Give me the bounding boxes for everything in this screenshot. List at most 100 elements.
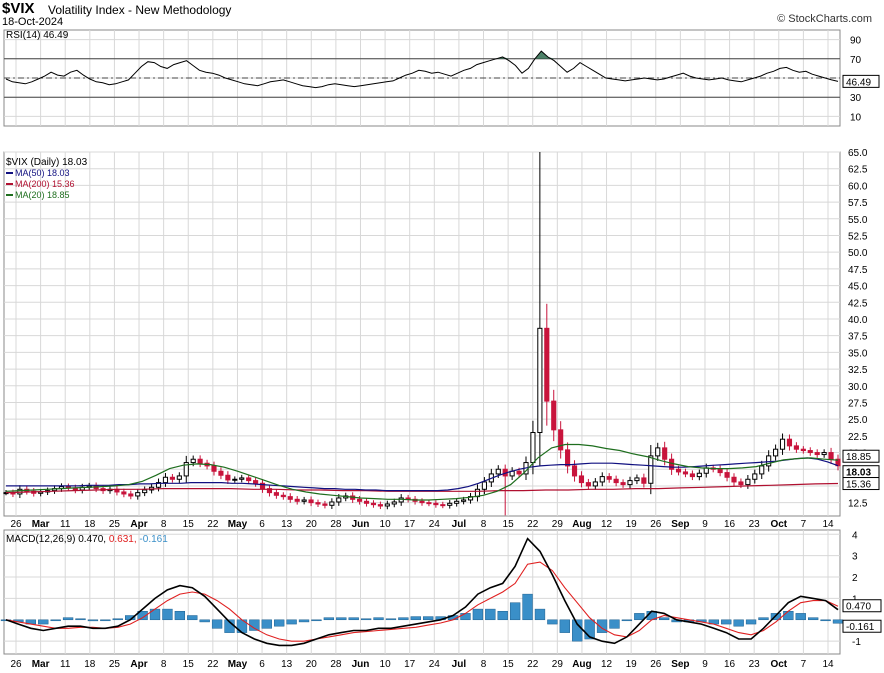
price-title: $VIX (Daily) 18.03 [6, 157, 88, 168]
candle-body [613, 478, 619, 484]
macd-histogram-bar [149, 608, 161, 621]
x-tick-label-main: 18 [84, 519, 96, 530]
x-tick-label-macd: Sep [671, 659, 689, 670]
candle-body [821, 452, 827, 456]
candle-body [627, 480, 633, 486]
price-y-tick-label: 22.5 [848, 432, 868, 443]
chart-header: $VIX Volatility Index - New Methodology … [0, 0, 884, 30]
macd-histogram-bar [547, 619, 558, 625]
macd-y-tick-label: 2 [852, 573, 858, 584]
x-tick-label-main: 15 [183, 519, 195, 530]
candle-body [454, 500, 460, 504]
macd-histogram-bar [187, 615, 198, 621]
candle-body [218, 470, 224, 476]
macd-histogram-bar [522, 593, 533, 621]
price-y-tick-label: 37.5 [848, 332, 868, 343]
x-tick-label-macd: 26 [10, 659, 22, 670]
candle-body [246, 477, 252, 482]
x-tick-label-macd: May [228, 659, 248, 670]
candle-body [481, 481, 487, 490]
candle-body [183, 462, 189, 477]
x-tick-label-macd: 12 [601, 659, 613, 670]
macd-histogram-bar [733, 619, 744, 627]
macd-histogram-bar [373, 617, 384, 621]
x-tick-label-macd: 26 [650, 659, 662, 670]
price-y-tick-label: 62.5 [848, 165, 868, 176]
macd-histogram-bar [211, 619, 223, 629]
candle-body [155, 482, 162, 488]
panel-frame-main [3, 151, 841, 517]
x-tick-label-main: 24 [429, 519, 441, 530]
candle-body [322, 503, 328, 506]
candle-body [294, 498, 300, 502]
x-tick-label-main: 20 [306, 519, 318, 530]
macd-histogram-bar [795, 613, 806, 621]
x-tick-label-main: 17 [404, 519, 416, 530]
x-tick-label-macd: Jun [352, 659, 370, 670]
x-tick-label-macd: 24 [429, 659, 441, 670]
candle-body [253, 480, 259, 484]
candle-body [724, 472, 730, 478]
macd-histogram-bar [609, 619, 620, 629]
rsi-last-value-box [842, 74, 880, 88]
macd-histogram-bar [534, 608, 546, 621]
x-tick-label-main: 14 [822, 519, 834, 530]
x-tick-label-macd: 14 [822, 659, 834, 670]
x-tick-label-main: 13 [281, 519, 293, 530]
brand-label: © StockCharts.com [777, 13, 872, 25]
macd-value-label: -0.161 [846, 622, 875, 633]
macd-histogram-bar [783, 610, 794, 621]
candle-body [571, 465, 578, 477]
x-tick-label-macd: 22 [527, 659, 539, 670]
x-tick-label-macd: Jul [452, 659, 467, 670]
candle-body [779, 438, 786, 450]
candle-body [655, 447, 661, 457]
x-tick-label-main: Jul [452, 519, 467, 530]
macd-histogram-bar [199, 619, 210, 623]
price-y-tick-label: 60.0 [848, 181, 868, 192]
candle-body [662, 447, 668, 460]
macd-line [5, 537, 839, 647]
x-tick-label-main: 19 [626, 519, 638, 530]
x-tick-label-main: 16 [724, 519, 736, 530]
x-tick-label-main: Oct [770, 519, 787, 530]
price-y-tick-label: 27.5 [848, 398, 868, 409]
candle-body [530, 432, 536, 464]
macd-histogram-bar [485, 608, 496, 621]
x-tick-label-macd: 19 [626, 659, 638, 670]
macd-histogram-bar [298, 619, 310, 623]
x-tick-label-main: 25 [109, 519, 121, 530]
macd-histogram-bar [584, 619, 595, 640]
macd-histogram-bar [100, 619, 111, 622]
x-tick-label-macd: Aug [572, 659, 591, 670]
x-tick-label-main: 6 [259, 519, 265, 530]
x-tick-label-main: 12 [601, 519, 613, 530]
x-tick-label-main: 8 [481, 519, 487, 530]
candle-body [592, 481, 598, 487]
candle-body [759, 465, 765, 475]
ma200-line [5, 482, 839, 494]
candle-body [793, 445, 799, 450]
x-tick-label-macd: Mar [32, 659, 50, 670]
x-tick-label-macd: 9 [702, 659, 708, 670]
candle-body [537, 327, 543, 434]
macd-value-box [842, 599, 882, 613]
instrument-name: Volatility Index - New Methodology [48, 3, 232, 17]
macd-histogram-bar [360, 618, 372, 621]
price-y-tick-label: 40.0 [848, 315, 868, 326]
macd-histogram-bar [348, 617, 359, 621]
x-tick-label-main: 29 [552, 519, 564, 530]
macd-histogram-bar [596, 619, 608, 633]
macd-value-label: 0.470 [846, 602, 871, 613]
price-y-tick-label: 30.0 [848, 382, 868, 393]
macd-title: MACD(12,26,9) 0.470, 0.631, -0.161 [6, 534, 168, 545]
price-y-tick-label: 65.0 [848, 148, 868, 159]
candle-body [142, 489, 148, 494]
macd-histogram-bar [62, 617, 74, 621]
candle-body [620, 482, 626, 486]
candle-body [162, 476, 169, 484]
price-value-label: 18.03 [846, 468, 871, 479]
candle-body [135, 492, 141, 497]
macd-histogram-bar [162, 608, 173, 621]
price-value-box [842, 449, 880, 463]
